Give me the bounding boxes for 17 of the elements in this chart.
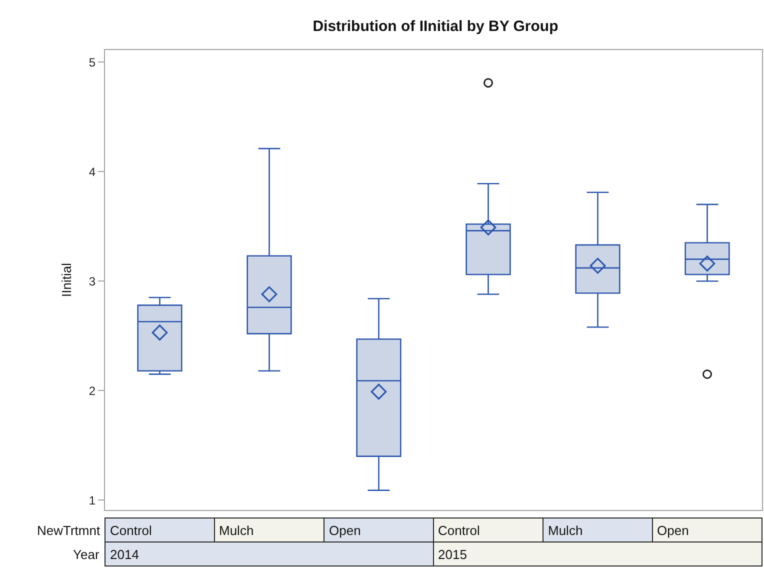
x-tick-label: Open [657,523,689,538]
y-tick-label: 1 [88,493,96,508]
y-axis-title: IInitial [58,262,74,297]
chart-title: Distribution of IInitial by BY Group [312,18,558,35]
x-tick-label: Mulch [548,523,583,538]
y-tick-label: 2 [88,384,96,398]
y-tick-label: 5 [88,55,96,70]
y-tick-label: 4 [88,164,96,179]
x-axis-title: NewTrtmnt [37,523,100,538]
x-tick-label: Mulch [219,523,254,538]
x-tick-label: Open [329,523,361,538]
x-tick-label: Control [110,523,152,538]
y-tick-label: 3 [88,274,96,288]
text: 2015 [438,547,467,562]
text: Year [73,547,100,562]
x-tick-label: Control [438,523,480,538]
text: 2014 [110,547,139,562]
